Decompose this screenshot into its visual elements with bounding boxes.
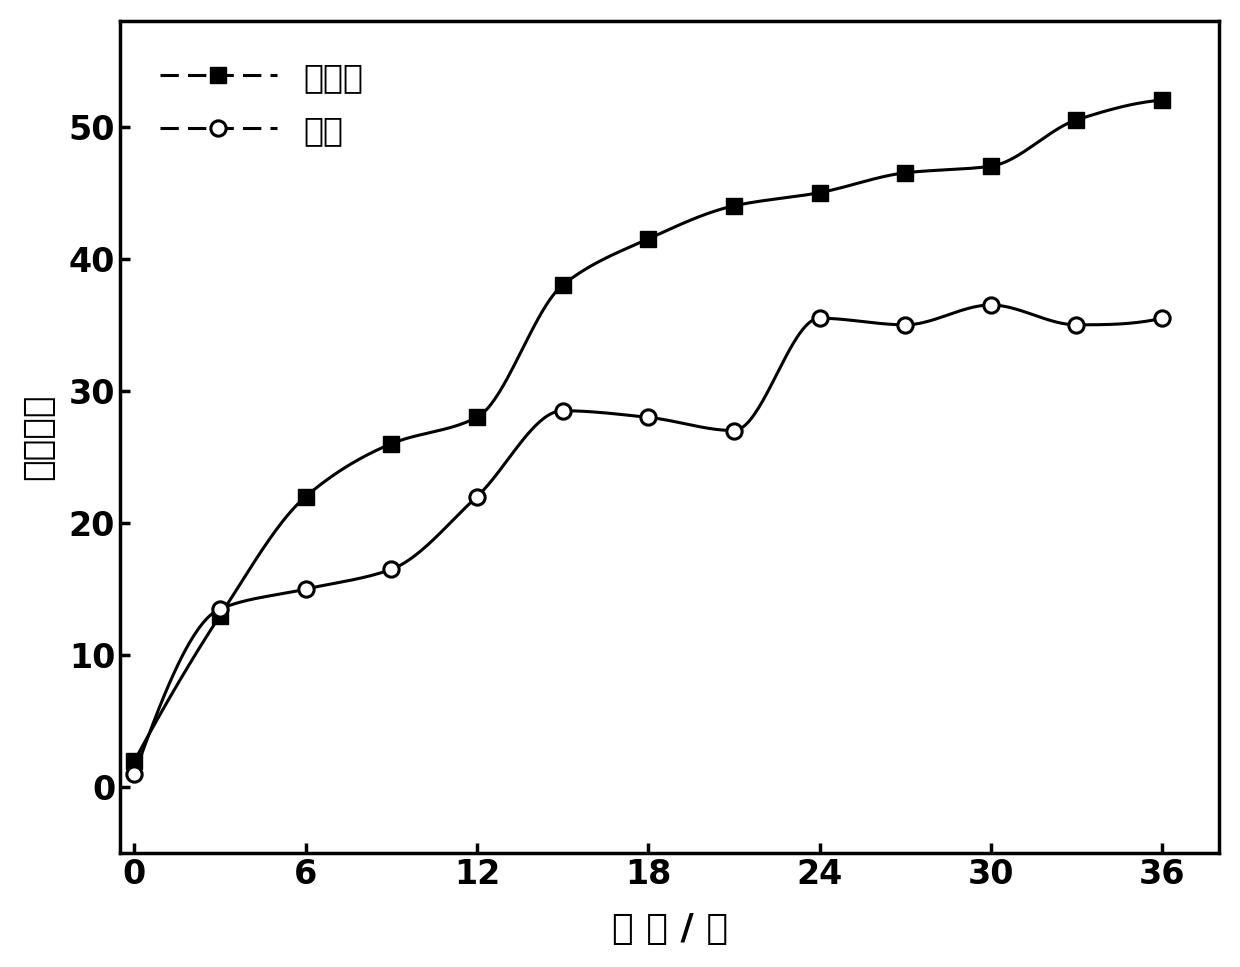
Y-axis label: 黄色指数: 黄色指数 bbox=[21, 394, 55, 481]
Legend: 凤凰城, 若羊: 凤凰城, 若羊 bbox=[146, 47, 377, 161]
X-axis label: 时 间 / 月: 时 间 / 月 bbox=[611, 912, 728, 946]
